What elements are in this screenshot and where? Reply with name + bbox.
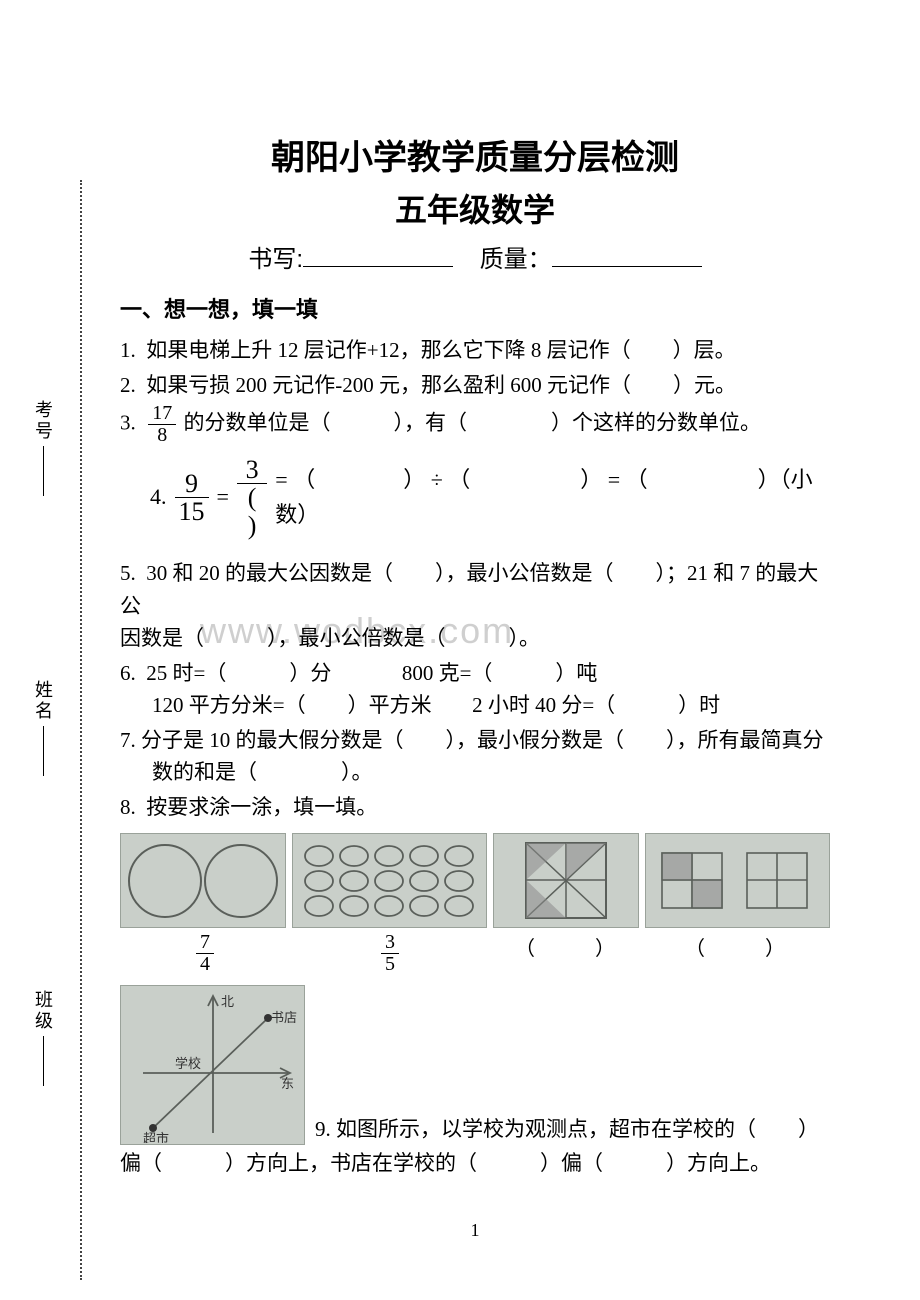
two-grids-icon <box>647 838 827 923</box>
q8-fig-circles <box>120 833 286 928</box>
q8-cap1-frac: 7 4 <box>196 932 214 975</box>
page-number: 1 <box>120 1220 830 1241</box>
zhiliang-blank[interactable] <box>552 243 702 267</box>
q8-image-row <box>120 833 830 928</box>
shuxie-label: 书写: <box>248 246 303 273</box>
question-4: 4. 9 15 = 3 ( ) = （ ） ÷ （ ） = （ ）（小数） <box>120 456 830 539</box>
q8-number: 8. <box>120 795 136 819</box>
q6-1a: 25 时=（ ）分 <box>146 661 331 685</box>
q8-fig-squares <box>645 833 830 928</box>
binding-dotted-line <box>80 180 82 1280</box>
q3-frac-num: 17 <box>148 403 176 425</box>
q5-line2: 因数是（ ），最小公倍数是（ ）。 <box>120 626 540 650</box>
q4-frac-mid: 3 ( ) <box>237 456 267 539</box>
q8-cap2-den: 5 <box>381 954 399 975</box>
main-title: 朝阳小学教学质量分层检测 <box>120 130 830 179</box>
direction-diagram-icon: 北 东 学校 书店 超市 <box>123 988 303 1143</box>
equals-1: = <box>217 480 229 514</box>
label-banji-text: 班级 <box>33 990 53 1032</box>
subtitle: 五年级数学 <box>120 185 830 231</box>
q8-heading: 按要求涂一涂，填一填。 <box>146 795 377 819</box>
q3-number: 3. <box>120 410 136 434</box>
q8-fig-triangles <box>493 833 639 928</box>
q8-cap3: （ ） <box>490 932 640 975</box>
q8-caption-row: 7 4 3 5 （ ） （ ） <box>120 932 830 975</box>
supermarket-label: 超市 <box>143 1131 169 1143</box>
q6-1b: 800 克=（ ）吨 <box>402 661 598 685</box>
q4-left-den: 15 <box>175 498 209 525</box>
label-kaohao: 考号 <box>30 400 56 496</box>
q8-cap2-frac: 3 5 <box>381 932 399 975</box>
side-label-column: 考号 姓名 班级 <box>30 0 80 1300</box>
question-9-text: 9. 如图所示，以学校为观测点，超市在学校的（ ） <box>315 1113 830 1146</box>
q7-line1: 分子是 10 的最大假分数是（ ），最小假分数是（ ），所有最简真分 <box>141 728 824 752</box>
question-5: 5. 30 和 20 的最大公因数是（ ），最小公倍数是（ ）；21 和 7 的… <box>120 557 830 655</box>
q9-line1: 如图所示，以学校为观测点，超市在学校的（ ） <box>336 1117 819 1141</box>
east-label: 东 <box>281 1076 294 1091</box>
circles-icon <box>123 838 283 923</box>
q1-number: 1. <box>120 338 136 362</box>
q3-text: 的分数单位是（ ），有（ ）个这样的分数单位。 <box>184 410 762 434</box>
q1-text: 如果电梯上升 12 层记作+12，那么它下降 8 层记作（ ）层。 <box>146 338 735 362</box>
q6-number: 6. <box>120 661 136 685</box>
zhiliang-label: 质量： <box>480 246 552 273</box>
q4-number: 4. <box>150 480 167 514</box>
q6-2a: 120 平方分米=（ ）平方米 <box>120 693 432 717</box>
q4-mid-den: ( ) <box>237 484 267 539</box>
north-label: 北 <box>221 994 234 1009</box>
label-xingming: 姓名 <box>30 680 56 776</box>
q7-number: 7. <box>120 728 136 752</box>
label-banji: 班级 <box>30 990 56 1086</box>
score-line: 书写: 质量： <box>120 239 830 274</box>
q3-frac-den: 8 <box>148 425 176 446</box>
school-label: 学校 <box>175 1056 201 1071</box>
label-kaohao-text: 考号 <box>33 400 53 442</box>
q4-left-num: 9 <box>175 470 209 498</box>
section-1-heading: 一、想一想，填一填 <box>120 292 830 324</box>
shuxie-blank[interactable] <box>303 243 453 267</box>
question-8: 8. 按要求涂一涂，填一填。 <box>120 791 830 824</box>
question-9-row: 北 东 学校 书店 超市 9. 如图所示，以学校为观测点，超市在学校的（ ） <box>120 985 830 1145</box>
q9-number: 9. <box>315 1117 331 1141</box>
shaded-square-icon <box>511 838 621 923</box>
q5-number: 5. <box>120 561 136 585</box>
page-content: 朝阳小学教学质量分层检测 五年级数学 书写: 质量： 一、想一想，填一填 1. … <box>90 0 880 1261</box>
q3-fraction: 17 8 <box>148 403 176 446</box>
q2-number: 2. <box>120 373 136 397</box>
q7-line2: 数的和是（ ）。 <box>120 760 373 784</box>
q6-2b: 2 小时 40 分=（ ）时 <box>472 693 720 717</box>
question-3: 3. 17 8 的分数单位是（ ），有（ ）个这样的分数单位。 <box>120 403 830 446</box>
q8-cap2-num: 3 <box>381 932 399 954</box>
question-2: 2. 如果亏损 200 元记作-200 元，那么盈利 600 元记作（ ）元。 <box>120 369 830 402</box>
q4-mid-num: 3 <box>237 456 267 484</box>
q9-diagram: 北 东 学校 书店 超市 <box>120 985 305 1145</box>
q8-cap1-den: 4 <box>196 954 214 975</box>
question-1: 1. 如果电梯上升 12 层记作+12，那么它下降 8 层记作（ ）层。 <box>120 334 830 367</box>
q9-line2-wrap: 偏（ ）方向上，书店在学校的（ ）偏（ ）方向上。 <box>120 1147 830 1180</box>
question-6: 6. 25 时=（ ）分 800 克=（ ）吨 120 平方分米=（ ）平方米 … <box>120 657 830 722</box>
label-xingming-text: 姓名 <box>33 680 53 722</box>
q8-cap4: （ ） <box>640 932 830 975</box>
q8-fig-ovals <box>292 833 487 928</box>
ovals-icon <box>294 838 484 923</box>
q8-cap1-num: 7 <box>196 932 214 954</box>
q4-tail: = （ ） ÷ （ ） = （ ）（小数） <box>275 463 830 531</box>
bookstore-label: 书店 <box>271 1010 297 1025</box>
q4-frac-left: 9 15 <box>175 470 209 526</box>
question-7: 7. 分子是 10 的最大假分数是（ ），最小假分数是（ ），所有最简真分 数的… <box>120 724 830 789</box>
q9-line2: 偏（ ）方向上，书店在学校的（ ）偏（ ）方向上。 <box>120 1151 771 1175</box>
q2-text: 如果亏损 200 元记作-200 元，那么盈利 600 元记作（ ）元。 <box>146 373 736 397</box>
q5-line1: 30 和 20 的最大公因数是（ ），最小公倍数是（ ）；21 和 7 的最大公 <box>120 561 818 618</box>
